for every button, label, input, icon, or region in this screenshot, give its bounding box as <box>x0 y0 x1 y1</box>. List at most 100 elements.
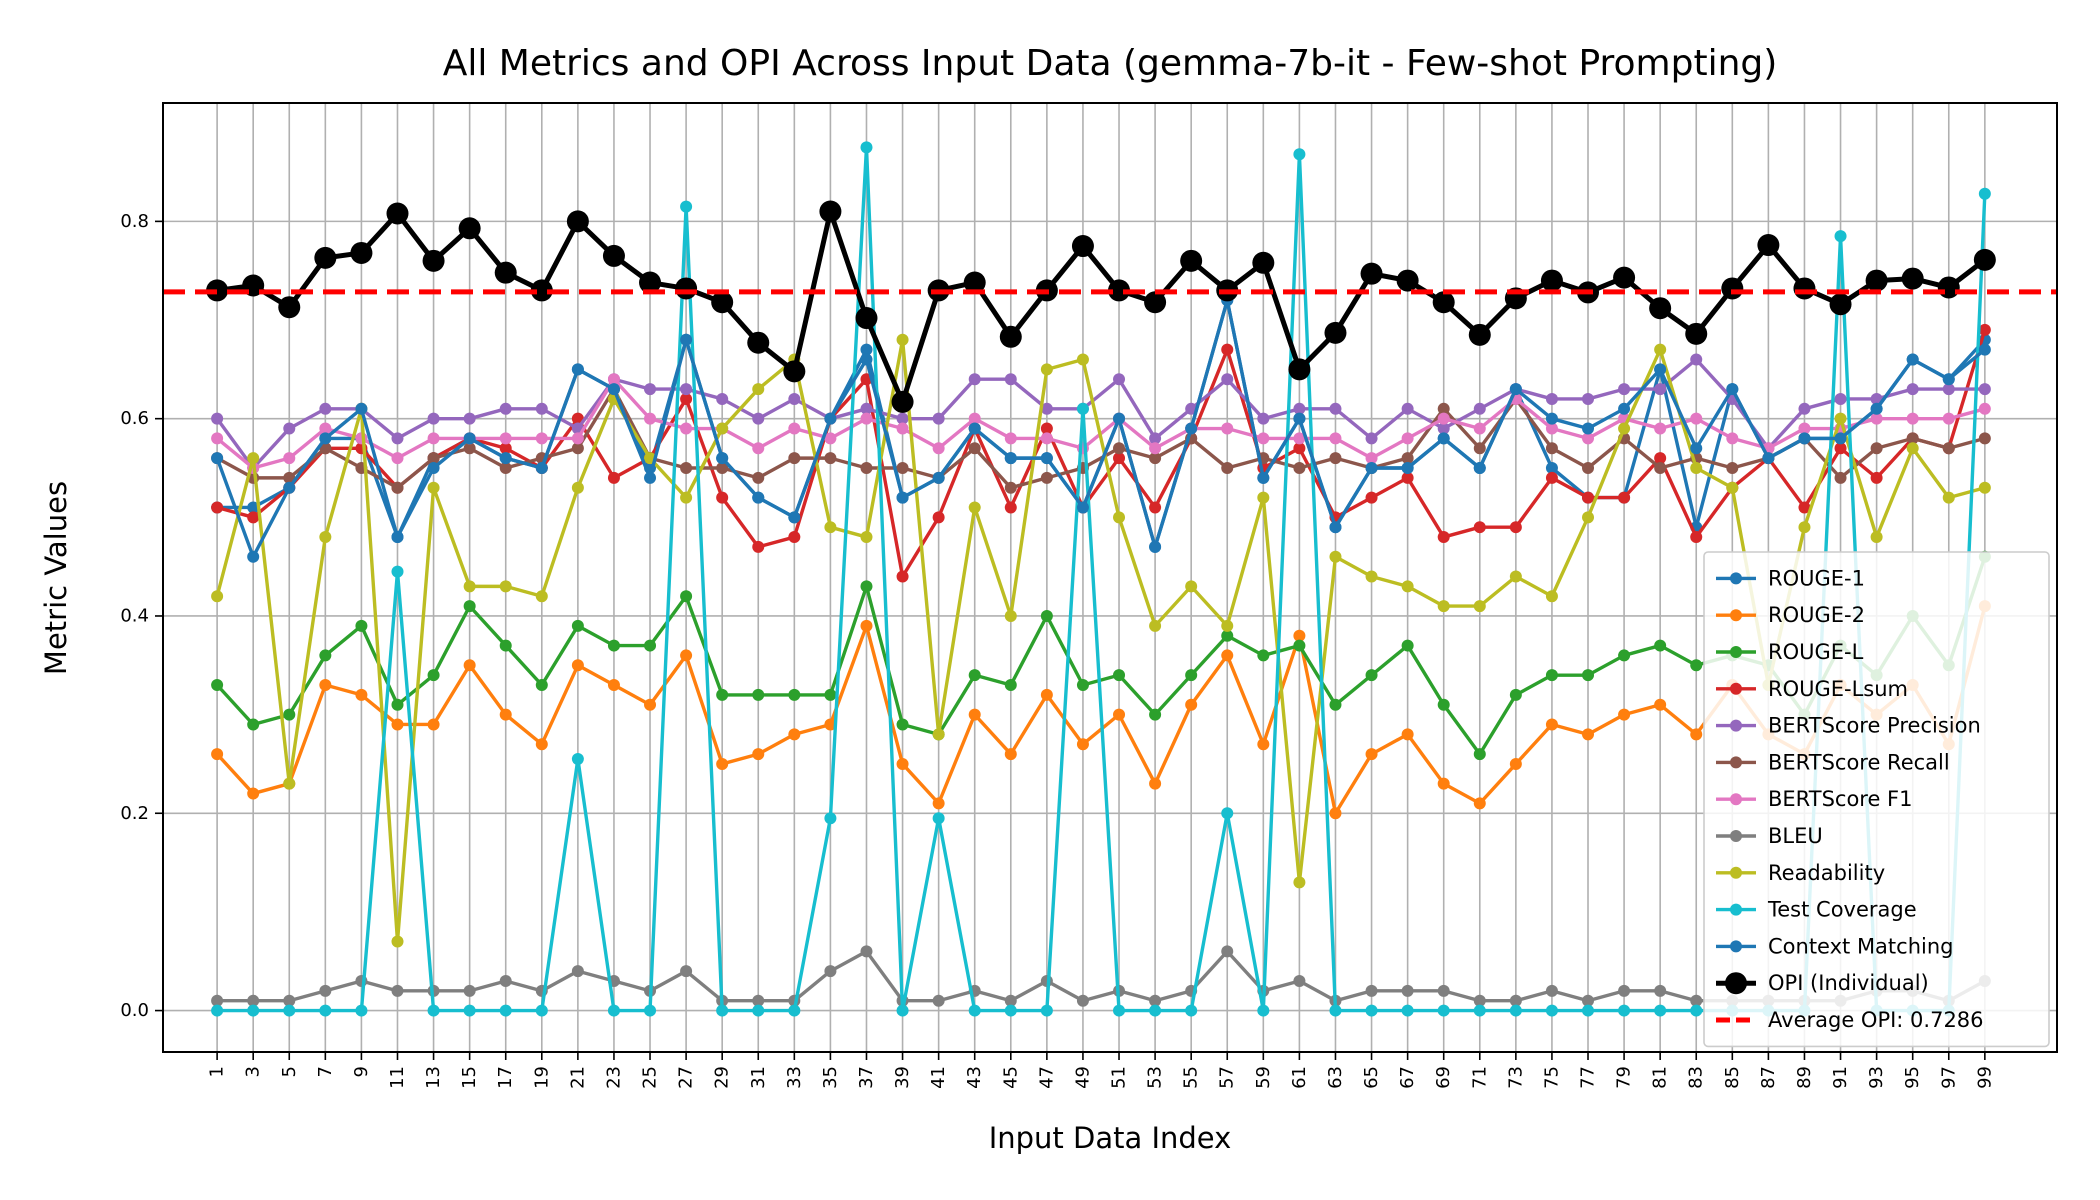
x-tick-label: 89 <box>1794 1066 1815 1089</box>
data-point <box>1870 531 1883 544</box>
data-point <box>1113 412 1126 425</box>
data-point <box>1149 777 1162 790</box>
data-point <box>535 402 548 415</box>
data-point <box>1360 262 1383 285</box>
data-point <box>1113 1004 1126 1017</box>
data-point <box>1221 945 1234 958</box>
data-point <box>1834 392 1847 405</box>
data-point <box>1978 432 1991 445</box>
x-tick-label: 59 <box>1253 1066 1274 1089</box>
data-point <box>535 590 548 603</box>
data-point <box>1113 452 1126 465</box>
legend-entry: ROUGE-2 <box>1716 603 1865 627</box>
data-point <box>391 698 404 711</box>
data-point <box>463 442 476 455</box>
data-point <box>1365 1004 1378 1017</box>
data-point <box>607 383 620 396</box>
data-point <box>752 412 765 425</box>
data-point <box>355 619 368 632</box>
data-point <box>463 600 476 613</box>
x-tick-label: 45 <box>1000 1066 1021 1089</box>
data-point <box>1978 402 1991 415</box>
x-tick-label: 87 <box>1758 1066 1779 1089</box>
data-point <box>499 452 512 465</box>
data-point <box>1329 550 1342 563</box>
legend-label: BERTScore Precision <box>1768 714 1981 738</box>
data-point <box>1618 1004 1631 1017</box>
series-line <box>217 949 1986 1003</box>
data-point <box>535 679 548 692</box>
data-point <box>1076 679 1089 692</box>
legend-marker <box>1730 609 1742 622</box>
data-point <box>1793 277 1816 300</box>
data-point <box>1365 432 1378 445</box>
data-point <box>1401 432 1414 445</box>
data-point <box>680 590 693 603</box>
data-point <box>1004 432 1017 445</box>
data-point <box>932 511 945 524</box>
legend-marker <box>1730 719 1742 732</box>
data-point <box>1401 639 1414 652</box>
data-point <box>1618 422 1631 435</box>
data-point <box>824 718 837 731</box>
legend-label: Context Matching <box>1768 934 1954 958</box>
data-point <box>1293 402 1306 415</box>
x-tick-label: 43 <box>964 1066 985 1089</box>
series-line <box>216 387 1986 490</box>
data-point <box>1654 462 1667 474</box>
data-point <box>1870 471 1883 484</box>
x-tick-label: 3 <box>243 1066 264 1077</box>
data-point <box>1690 728 1703 741</box>
data-point <box>896 570 909 583</box>
data-point <box>283 708 296 721</box>
data-point <box>680 200 693 213</box>
data-point <box>391 531 404 544</box>
data-point <box>932 994 945 1007</box>
data-point <box>1545 1004 1558 1017</box>
data-point <box>1473 994 1486 1007</box>
data-point <box>427 718 440 731</box>
series-line <box>215 556 1987 756</box>
x-tick-label: 35 <box>820 1066 841 1089</box>
data-point <box>427 1004 440 1017</box>
data-point <box>860 945 873 958</box>
data-point <box>1329 432 1342 445</box>
data-point <box>427 481 440 494</box>
data-point <box>1685 322 1708 345</box>
x-tick-label: 67 <box>1397 1066 1418 1089</box>
legend-entry: OPI (Individual) <box>1716 971 1929 995</box>
data-point <box>355 1004 368 1017</box>
data-point <box>1726 462 1739 474</box>
data-point <box>1293 462 1306 474</box>
data-point <box>1149 442 1162 455</box>
data-point <box>355 402 368 415</box>
data-point <box>1545 442 1558 455</box>
data-point <box>747 331 770 354</box>
data-point <box>1654 422 1667 435</box>
data-point <box>1257 412 1270 425</box>
x-tick-label: 99 <box>1974 1066 1995 1089</box>
data-point <box>1468 323 1491 346</box>
data-point <box>716 688 729 701</box>
data-point <box>1870 412 1883 425</box>
data-point <box>1870 402 1883 415</box>
series-line <box>215 338 1986 944</box>
x-tick-label: 65 <box>1361 1066 1382 1089</box>
data-point <box>1076 501 1089 514</box>
data-point <box>1582 728 1595 741</box>
data-point <box>1401 452 1414 465</box>
data-point <box>350 241 373 264</box>
data-point <box>824 432 837 445</box>
data-point <box>1401 1004 1414 1017</box>
data-point <box>391 432 404 445</box>
data-point <box>1293 629 1306 642</box>
data-point <box>711 291 734 314</box>
data-point <box>499 402 512 415</box>
x-tick-label: 31 <box>748 1066 769 1089</box>
data-point <box>1076 994 1089 1007</box>
data-point <box>211 432 224 445</box>
data-point <box>1654 984 1667 997</box>
x-tick-label: 7 <box>315 1066 336 1077</box>
data-point <box>932 442 945 455</box>
